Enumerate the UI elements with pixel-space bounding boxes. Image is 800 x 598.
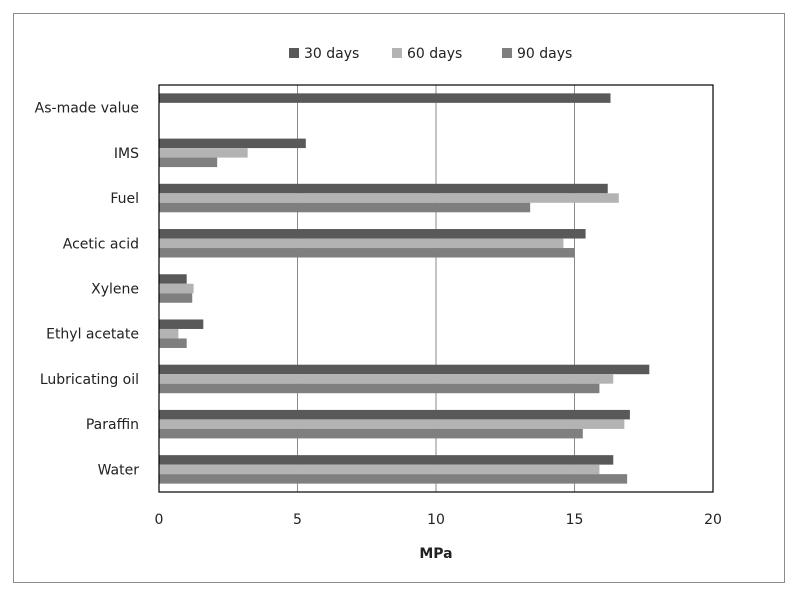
bar [159, 138, 306, 149]
bar [159, 157, 218, 168]
bar [159, 193, 619, 203]
bar [159, 93, 611, 103]
bar [159, 148, 248, 158]
bar [159, 374, 614, 384]
bar [159, 229, 586, 239]
bar [159, 383, 600, 394]
legend: 30 days 60 days 90 days [289, 46, 572, 62]
category-label: Water [98, 462, 140, 478]
bar [159, 183, 608, 194]
x-tick-label: 20 [704, 512, 722, 528]
x-axis-title: MPa [419, 546, 452, 562]
x-tick-label: 0 [155, 512, 164, 528]
legend-swatch [289, 48, 299, 58]
bar [159, 474, 628, 484]
category-label: Paraffin [86, 417, 139, 433]
category-label: Lubricating oil [40, 372, 139, 388]
legend-swatch [502, 48, 512, 58]
legend-swatch [392, 48, 402, 58]
bar [159, 428, 583, 439]
category-labels: As-made value IMS Fuel Acetic acid Xylene Eth… [35, 101, 140, 479]
bar [159, 364, 650, 375]
x-tick-labels: 0 5 10 15 20 [155, 512, 722, 528]
category-label: Acetic acid [63, 236, 139, 252]
legend-label: 90 days [517, 46, 572, 62]
bar [159, 248, 575, 258]
category-label: Ethyl acetate [46, 327, 139, 343]
legend-label: 60 days [407, 46, 462, 62]
bar [159, 455, 614, 465]
bar [159, 202, 531, 213]
bar [159, 464, 600, 475]
x-tick-label: 5 [293, 512, 302, 528]
bar [159, 283, 194, 294]
category-label: As-made value [35, 101, 139, 117]
bar [159, 328, 179, 339]
bar [159, 238, 564, 249]
bar [159, 293, 193, 303]
category-label: Xylene [91, 282, 139, 298]
bar [159, 274, 187, 284]
bar [159, 319, 204, 329]
bar [159, 409, 630, 420]
x-tick-label: 15 [566, 512, 584, 528]
bar [159, 338, 187, 348]
chart-frame [13, 13, 785, 583]
plot-area [158, 84, 714, 493]
legend-label: 30 days [304, 46, 359, 62]
x-tick-label: 10 [427, 512, 445, 528]
category-label: IMS [114, 146, 139, 162]
category-label: Fuel [110, 191, 139, 207]
bars [159, 93, 650, 484]
bar [159, 419, 625, 429]
